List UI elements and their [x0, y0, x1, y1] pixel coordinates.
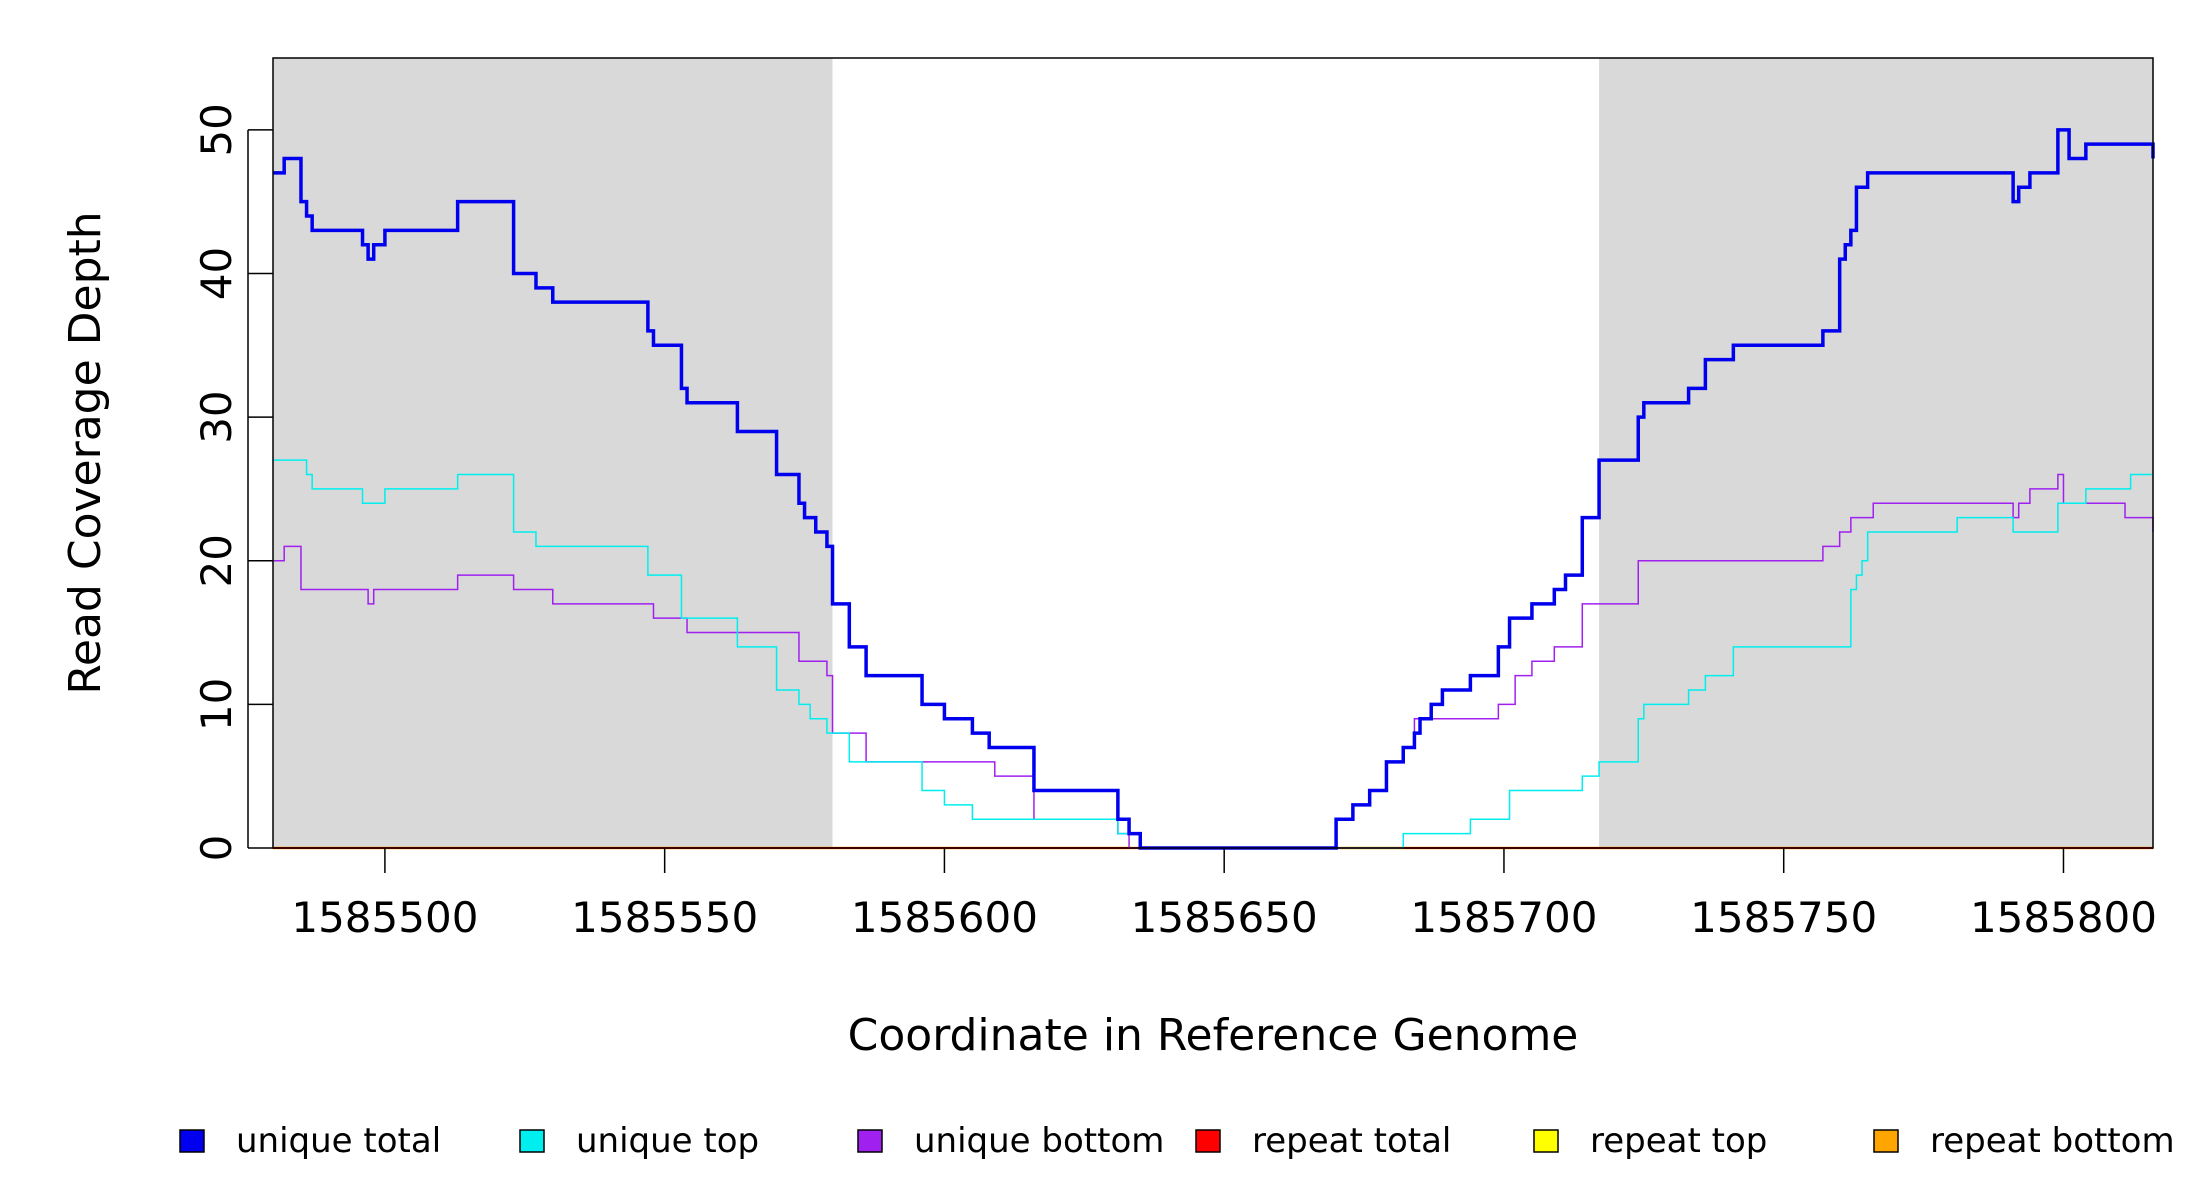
x-tick-label: 1585800: [1970, 893, 2157, 942]
plot-frame: [272, 57, 2154, 849]
x-tick-label: 1585550: [571, 893, 758, 942]
legend-label-repeat-bottom: repeat bottom: [1930, 1121, 2175, 1161]
legend-label-unique-bottom: unique bottom: [914, 1121, 1164, 1161]
legend-swatch-unique-bottom: [857, 1129, 883, 1153]
y-tick-label: 30: [192, 390, 241, 443]
legend-label-repeat-total: repeat total: [1252, 1121, 1451, 1161]
y-tick-label: 40: [192, 247, 241, 300]
y-tick-label: 50: [192, 103, 241, 156]
legend-label-repeat-top: repeat top: [1590, 1121, 1767, 1161]
legend-swatch-repeat-bottom: [1873, 1129, 1899, 1153]
legend-swatch-unique-top: [519, 1129, 545, 1153]
shaded-region-1: [273, 58, 833, 848]
legend: unique total unique top unique bottom repea…: [179, 1121, 2175, 1161]
x-tick-label: 1585700: [1410, 893, 1597, 942]
x-axis-title: Coordinate in Reference Genome: [848, 1010, 1579, 1061]
legend-swatch-repeat-total: [1195, 1129, 1221, 1153]
y-tick-label: 0: [192, 835, 241, 862]
legend-swatch-unique-total: [179, 1129, 205, 1153]
x-tick-label: 1585500: [291, 893, 478, 942]
x-tick-label: 1585750: [1690, 893, 1877, 942]
y-axis-title: Read Coverage Depth: [60, 211, 111, 694]
legend-label-unique-top: unique top: [576, 1121, 759, 1161]
shaded-region-2: [1599, 58, 2153, 848]
shaded-regions: [273, 58, 2153, 848]
legend-swatch-repeat-top: [1533, 1129, 1559, 1153]
y-tick-label: 10: [192, 678, 241, 731]
x-tick-label: 1585600: [851, 893, 1038, 942]
x-tick-label: 1585650: [1131, 893, 1318, 942]
series-line-unique-total: [273, 128, 2155, 850]
y-axis: 0 10 20 30 40 50: [192, 103, 273, 861]
legend-label-unique-total: unique total: [236, 1121, 441, 1161]
y-tick-label: 20: [192, 534, 241, 587]
x-axis: 1585500 1585550 1585600 1585650 1585700 15857…: [291, 848, 2157, 942]
